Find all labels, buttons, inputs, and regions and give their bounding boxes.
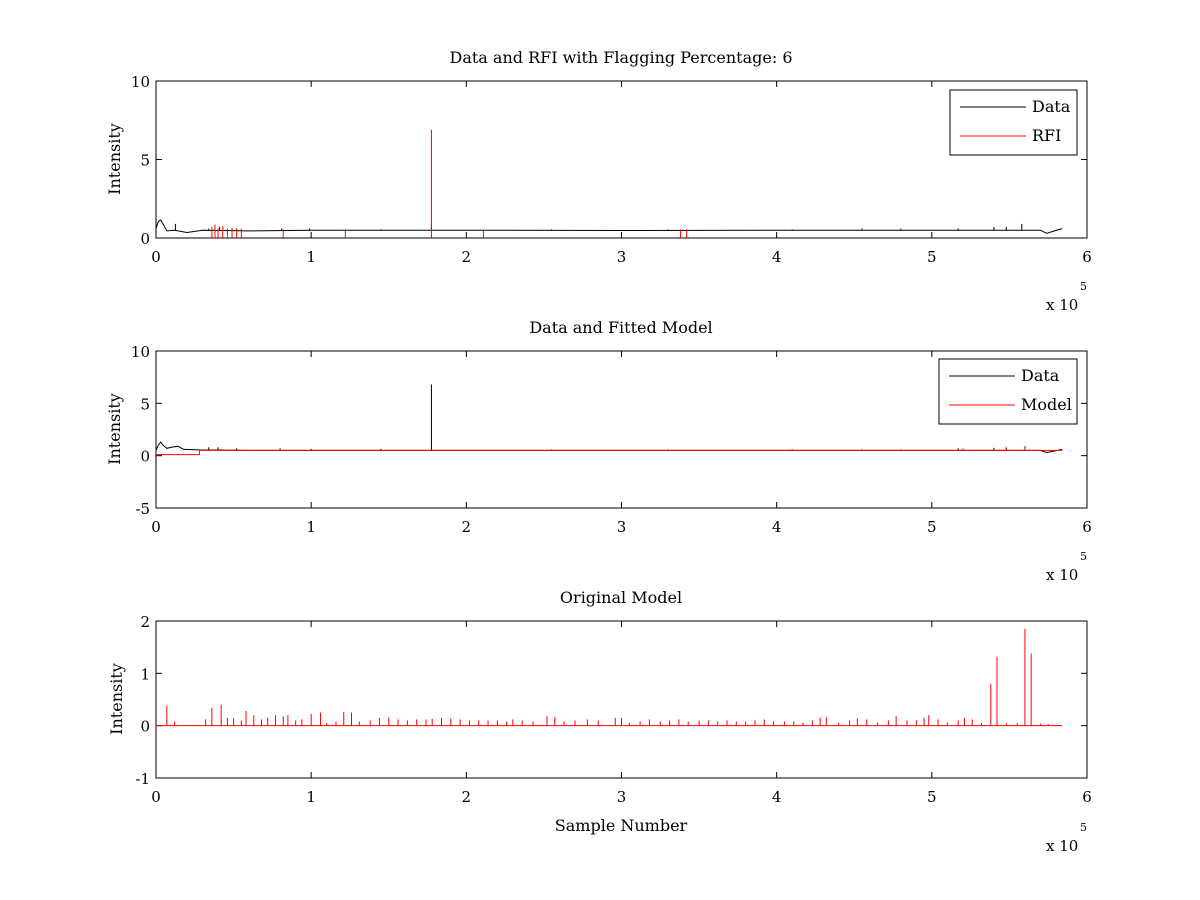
panel-model-fit: Data and Fitted Model Intensity x 10 5 0… [105, 318, 1092, 584]
panel-model-fit-series-model-line [156, 449, 1063, 456]
panel-model-fit-x-tick-label: 2 [462, 518, 472, 536]
panel-original-model-axes-box [155, 620, 1088, 779]
panel-rfi-ylabel: Intensity [105, 123, 124, 195]
panel-rfi-x-tick-label: 4 [772, 248, 782, 266]
panel-rfi-x-multiplier: x 10 5 [1046, 280, 1087, 314]
panel-model-fit-ylabel: Intensity [105, 393, 124, 465]
panel-original-model-y-tick-label: 1 [140, 665, 150, 683]
panel-original-model-x-tick-label: 3 [617, 788, 627, 806]
panel-original-model-x-multiplier: x 10 5 [1046, 821, 1087, 855]
panel-rfi-legend-label-rfi: RFI [1032, 126, 1061, 145]
panel-rfi-x-tick-label: 6 [1082, 248, 1092, 266]
panel-rfi-series-data-line [155, 219, 1063, 234]
panel-original-model-x-tick-label: 2 [462, 788, 472, 806]
panel-original-model-x-tick-label: 5 [927, 788, 937, 806]
panel-original-model-y-tick-label: 2 [140, 613, 150, 631]
panel-original-model-y-tick-label: 0 [140, 718, 150, 736]
panel-model-fit-x-tick-label: 4 [772, 518, 782, 536]
panel-rfi: Data and RFI with Flagging Percentage: 6… [105, 48, 1092, 314]
panel-rfi-y-tick-label: 10 [131, 73, 150, 91]
panel-model-fit-y-tick-label: 0 [140, 448, 150, 466]
panel-original-model-x-tick-label: 6 [1082, 788, 1092, 806]
panel-rfi-x-tick-label: 2 [462, 248, 472, 266]
panel-original-model: Original Model Intensity Sample Number x… [107, 588, 1092, 855]
panel-model-fit-y-tick-label: 5 [140, 395, 150, 413]
panel-original-model-x-multiplier-exponent: 5 [1080, 821, 1087, 834]
panel-model-fit-title: Data and Fitted Model [529, 318, 712, 337]
panel-model-fit-x-multiplier-exponent: 5 [1080, 550, 1087, 563]
panel-model-fit-axes-box [155, 350, 1088, 509]
panel-original-model-x-tick-label: 0 [151, 788, 161, 806]
panel-model-fit-legend-label-data: Data [1021, 366, 1060, 385]
panel-model-fit-series-data-line [155, 441, 1063, 454]
panel-rfi-x-multiplier-base: x 10 [1046, 296, 1078, 314]
panel-rfi-axes-box [155, 80, 1088, 239]
panel-original-model-x-multiplier-base: x 10 [1046, 837, 1078, 855]
panel-original-model-xlabel: Sample Number [555, 816, 688, 835]
panel-model-fit-x-multiplier: x 10 5 [1046, 550, 1087, 584]
panel-model-fit-x-multiplier-base: x 10 [1046, 566, 1078, 584]
panel-model-fit-x-tick-label: 5 [927, 518, 937, 536]
panel-rfi-x-multiplier-exponent: 5 [1080, 280, 1087, 293]
panel-rfi-legend-label-data: Data [1032, 97, 1071, 116]
panel-rfi-y-tick-label: 0 [140, 230, 150, 248]
panel-rfi-y-tick-label: 5 [140, 152, 150, 170]
panel-rfi-x-tick-label: 1 [306, 248, 316, 266]
panel-model-fit-y-tick-label: 10 [131, 343, 150, 361]
panel-original-model-y-tick-label: -1 [135, 770, 150, 788]
panel-model-fit-legend-box [938, 358, 1078, 425]
panel-model-fit-legend: Data Model [938, 358, 1078, 425]
panel-rfi-legend: Data RFI [949, 89, 1078, 156]
panel-model-fit-x-tick-label: 3 [617, 518, 627, 536]
panel-rfi-x-tick-label: 5 [927, 248, 937, 266]
panel-rfi-x-tick-label: 0 [151, 248, 161, 266]
panel-original-model-title: Original Model [560, 588, 682, 607]
panel-rfi-legend-box [949, 89, 1078, 156]
panel-original-model-ylabel: Intensity [107, 663, 126, 735]
panel-rfi-x-tick-label: 3 [617, 248, 627, 266]
panel-original-model-x-tick-label: 1 [306, 788, 316, 806]
panel-original-model-x-tick-label: 4 [772, 788, 782, 806]
panel-model-fit-y-tick-label: -5 [135, 500, 150, 518]
panel-model-fit-legend-label-model: Model [1021, 395, 1072, 414]
panel-model-fit-x-tick-label: 1 [306, 518, 316, 536]
panel-model-fit-x-tick-label: 0 [151, 518, 161, 536]
panel-rfi-title: Data and RFI with Flagging Percentage: 6 [449, 48, 792, 67]
panel-rfi-plot-area: 0 1 2 3 4 5 6 0 5 10 Data RFI [131, 73, 1092, 266]
panel-model-fit-x-tick-label: 6 [1082, 518, 1092, 536]
